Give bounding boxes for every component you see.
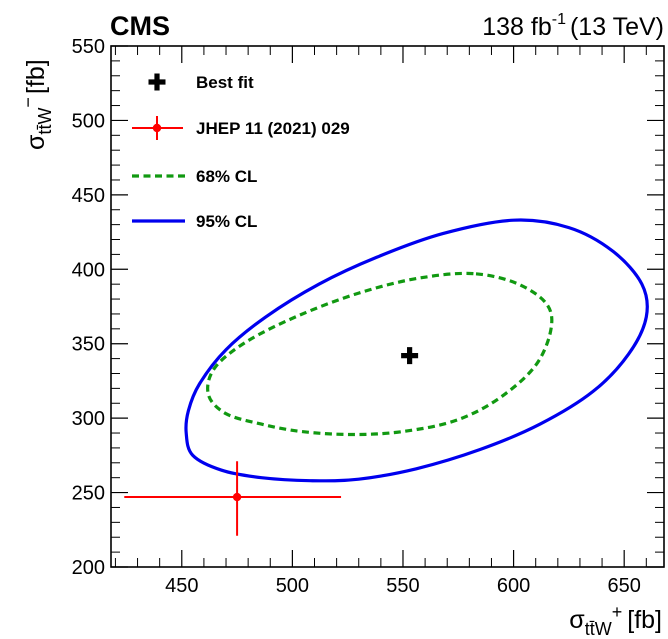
- legend-best-fit-marker: [148, 73, 166, 91]
- best-fit-marker: [401, 347, 419, 365]
- x-tick-label: 550: [386, 575, 419, 597]
- x-tick-label: 500: [276, 575, 309, 597]
- y-tick-label: 350: [72, 334, 105, 356]
- x-axis-unit: [fb]: [627, 606, 662, 634]
- y-axis-superscript: −: [18, 97, 38, 108]
- reference-point: [232, 492, 242, 502]
- legend-95-cl-label: 95% CL: [196, 212, 257, 231]
- x-tick-label: 450: [165, 575, 198, 597]
- y-axis-unit: [fb]: [22, 59, 50, 94]
- y-tick-label: 500: [72, 110, 105, 132]
- y-tick-label: 450: [72, 185, 105, 207]
- contour-68-cl: [206, 271, 554, 437]
- y-tick-label: 400: [72, 259, 105, 281]
- y-tick-label: 250: [72, 483, 105, 505]
- y-tick-label: 200: [72, 557, 105, 579]
- x-tick-label: 600: [497, 575, 530, 597]
- legend: Best fit JHEP 11 (2021) 029 68% CL 95% CL: [132, 73, 350, 231]
- energy-label: (13 TeV): [570, 13, 664, 41]
- lumi-value: 138 fb: [482, 13, 552, 41]
- y-axis-title: σtt̄W− [fb]: [18, 59, 55, 150]
- contour-95-cl: [184, 218, 649, 483]
- x-tick-label: 650: [607, 575, 640, 597]
- x-axis-superscript: +: [612, 602, 623, 622]
- legend-reference-label: JHEP 11 (2021) 029: [196, 119, 350, 138]
- experiment-label: CMS: [110, 11, 170, 41]
- legend-reference-marker: [152, 123, 162, 133]
- y-tick-label: 300: [72, 408, 105, 430]
- x-axis-subscript: tt̄W: [585, 619, 612, 639]
- lumi-exponent: -1: [552, 11, 566, 28]
- x-axis-sigma: σ: [569, 606, 585, 634]
- y-tick-label: 550: [72, 36, 105, 58]
- lumi-label: 138 fb-1 (13 TeV): [482, 11, 664, 41]
- y-axis-sigma: σ: [22, 134, 50, 150]
- legend-68-cl-label: 68% CL: [196, 167, 257, 186]
- x-axis-title: σtt̄W+ [fb]: [569, 602, 662, 639]
- plot-area: 200 250 300 350 400 450 500 550 450 500 550 600 650: [72, 36, 665, 597]
- plot-frame: [110, 45, 665, 568]
- legend-best-fit-label: Best fit: [196, 73, 254, 92]
- y-axis-subscript: tt̄W: [35, 108, 55, 135]
